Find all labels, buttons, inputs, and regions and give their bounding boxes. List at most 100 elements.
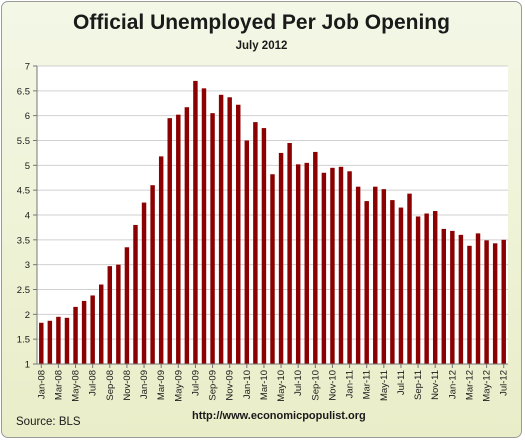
x-tick-label: May-10 <box>276 370 287 402</box>
x-tick-label: Jul-11 <box>396 370 407 395</box>
x-tick-label: Mar-08 <box>53 370 64 400</box>
bar <box>484 240 489 364</box>
bar <box>458 234 464 364</box>
x-tick-label: May-08 <box>71 370 82 402</box>
bar <box>424 213 429 364</box>
x-tick-label: Sep-09 <box>208 370 219 401</box>
bar <box>133 224 138 364</box>
bar <box>90 295 95 364</box>
bar <box>167 118 172 365</box>
bar <box>355 186 361 364</box>
x-tick-label: Nov-08 <box>122 370 133 401</box>
bar <box>244 140 250 364</box>
bar <box>407 193 412 364</box>
bar <box>150 185 155 364</box>
bar <box>278 152 284 364</box>
x-tick-label: Jul-09 <box>190 370 201 396</box>
y-tick-label: 3.5 <box>17 235 30 246</box>
x-tick-label: May-09 <box>173 370 184 402</box>
x-tick-label: Jul-10 <box>293 370 304 396</box>
bar <box>287 142 292 364</box>
bar <box>432 211 438 364</box>
bar-chart: 1 1.5 2 2.5 3 3.5 4 4.5 5 5.5 6 6.5 7 Jan-08 Mar-08 May… <box>17 62 510 402</box>
y-tick-label: 1.5 <box>17 335 30 346</box>
bar <box>330 167 335 364</box>
x-tick-label: Jul-08 <box>88 370 99 396</box>
bar <box>218 94 224 364</box>
bar <box>193 80 198 365</box>
y-tick-label: 1 <box>25 360 30 371</box>
bar <box>313 151 318 364</box>
chart-title: Official Unemployed Per Job Opening <box>73 11 450 34</box>
x-tick-label: Nov-11 <box>430 370 441 400</box>
bar <box>347 171 352 364</box>
x-tick-label: Mar-10 <box>259 370 270 400</box>
x-tick-label: Jan-11 <box>345 370 356 398</box>
x-tick-label: Jan-10 <box>242 370 253 399</box>
bar <box>261 128 267 364</box>
y-tick-label: 6 <box>25 111 30 122</box>
bar <box>304 162 309 364</box>
bar <box>236 104 241 365</box>
bar <box>39 322 44 364</box>
bar <box>124 247 130 364</box>
bar <box>450 230 455 364</box>
x-tick-label: Nov-09 <box>225 370 236 401</box>
y-tick-label: 5 <box>25 161 30 172</box>
bar <box>492 243 498 364</box>
bar <box>201 88 207 364</box>
x-tick-label: Sep-10 <box>310 370 321 401</box>
y-tick-label: 4 <box>25 211 30 222</box>
bar <box>81 300 87 364</box>
bar <box>415 216 421 364</box>
y-tick-label: 7 <box>25 62 30 73</box>
y-tick-label: 4.5 <box>17 186 30 197</box>
bar <box>99 284 104 364</box>
bar <box>373 186 378 364</box>
x-tick-label: Jan-12 <box>447 370 458 399</box>
bar <box>501 239 506 364</box>
bar <box>176 114 181 364</box>
y-tick-label: 2 <box>25 310 30 321</box>
x-tick-label: Mar-12 <box>464 370 475 400</box>
bar <box>158 156 164 364</box>
bar <box>184 107 190 364</box>
bar <box>270 174 275 364</box>
bar <box>141 202 147 364</box>
bar <box>295 164 301 364</box>
y-tick-label: 5.5 <box>17 136 30 147</box>
bar <box>227 97 232 364</box>
bar <box>381 189 387 364</box>
x-tick-label: Nov-10 <box>327 370 338 401</box>
bar <box>56 316 61 364</box>
x-tick-label: Sep-08 <box>105 370 116 401</box>
x-tick-label: May-12 <box>482 370 493 402</box>
bar <box>338 166 344 364</box>
y-tick-label: 6.5 <box>17 86 30 97</box>
bar <box>210 113 215 365</box>
x-tick-label: Jan-08 <box>36 370 47 399</box>
source-note: Source: BLS <box>16 416 81 428</box>
bar <box>64 317 70 364</box>
bar <box>441 228 446 364</box>
x-tick-label: Sep-11 <box>413 370 424 400</box>
bar <box>47 320 53 364</box>
x-tick-label: May-11 <box>379 370 390 401</box>
bar <box>116 264 121 364</box>
bar <box>398 207 404 364</box>
bar <box>253 122 258 365</box>
bar <box>364 201 369 364</box>
bar <box>467 245 472 364</box>
bar <box>107 266 113 364</box>
y-tick-label: 3 <box>25 260 30 271</box>
chart-subtitle: July 2012 <box>235 40 288 52</box>
y-tick-label: 2.5 <box>17 285 30 296</box>
bar <box>73 306 78 364</box>
source-url: http://www.economicpopulist.org <box>192 410 366 422</box>
bar <box>390 200 395 364</box>
bar <box>475 233 481 364</box>
x-tick-label: Mar-09 <box>156 370 167 400</box>
x-tick-label: Mar-11 <box>362 370 373 399</box>
x-tick-label: Jul-12 <box>499 370 510 396</box>
